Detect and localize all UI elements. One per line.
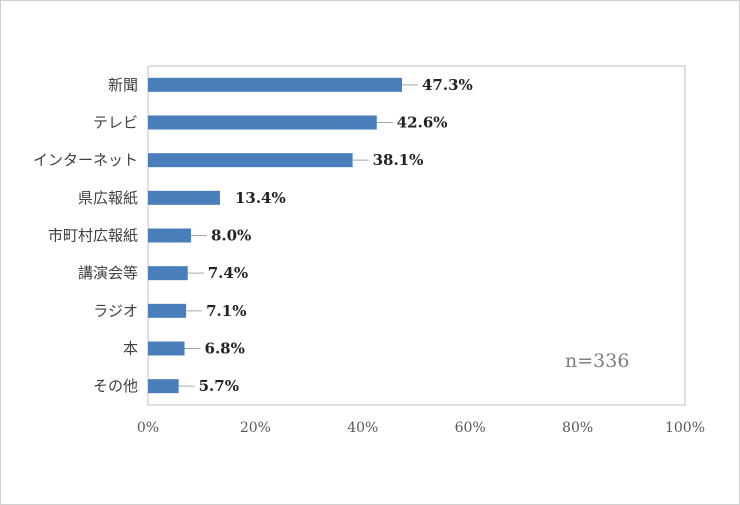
category-label: 本 xyxy=(123,340,138,358)
data-label: 8.0% xyxy=(211,227,251,245)
x-tick-label: 100% xyxy=(665,420,705,436)
x-tick-label: 80% xyxy=(562,420,593,436)
bar xyxy=(148,266,188,281)
x-tick-label: 20% xyxy=(240,420,271,436)
data-label: 38.1% xyxy=(373,151,424,169)
x-tick-label: 0% xyxy=(137,420,159,436)
bar xyxy=(148,153,353,168)
bar xyxy=(148,190,220,205)
category-label: 市町村広報紙 xyxy=(48,227,138,245)
category-label: 県広報紙 xyxy=(78,189,138,207)
data-label: 47.3% xyxy=(422,76,473,94)
category-label: その他 xyxy=(93,377,138,395)
data-label: 13.4% xyxy=(235,189,286,207)
bar xyxy=(148,228,191,243)
bar xyxy=(148,77,403,92)
bar xyxy=(148,379,179,394)
category-label: 新聞 xyxy=(108,76,138,94)
category-label: インターネット xyxy=(33,151,138,169)
x-tick-label: 60% xyxy=(455,420,486,436)
category-label: ラジオ xyxy=(93,302,138,320)
category-label: 講演会等 xyxy=(78,264,138,282)
bar xyxy=(148,341,185,356)
data-label: 7.1% xyxy=(206,302,246,320)
bar xyxy=(148,115,377,130)
data-label: 42.6% xyxy=(397,114,448,132)
sample-size-note: n=336 xyxy=(565,350,629,372)
category-label: テレビ xyxy=(93,114,138,132)
bar xyxy=(148,303,187,318)
data-label: 6.8% xyxy=(205,340,245,358)
x-tick-label: 40% xyxy=(347,420,378,436)
data-label: 5.7% xyxy=(199,377,239,395)
data-label: 7.4% xyxy=(208,264,248,282)
